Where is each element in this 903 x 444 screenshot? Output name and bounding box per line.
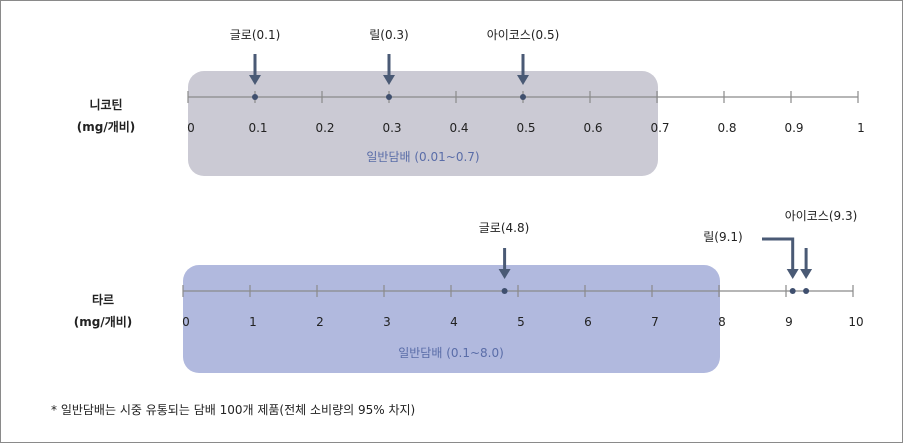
tar-point-label: 릴(9.1): [703, 230, 743, 244]
tar-tick-label: 0: [182, 315, 190, 329]
tar-tick-label: 6: [584, 315, 592, 329]
nicotine-arrow-head: [383, 75, 395, 85]
nicotine-tick-label: 0: [187, 121, 195, 135]
tar-tick-label: 10: [848, 315, 863, 329]
nicotine-point-label: 글로(0.1): [230, 28, 281, 42]
nicotine-tick-label: 0.1: [248, 121, 267, 135]
nicotine-data-point: [252, 94, 258, 100]
footnote: * 일반담배는 시중 유통되는 담배 100개 제품(전체 소비량의 95% 차…: [51, 403, 415, 417]
nicotine-range-label: 일반담배 (0.01~0.7): [366, 150, 479, 164]
tar-data-point: [501, 288, 508, 294]
tar-tick-label: 5: [517, 315, 525, 329]
tar-range-label: 일반담배 (0.1~8.0): [398, 346, 504, 360]
tar-tick-label: 2: [316, 315, 324, 329]
nicotine-row-label-line1: 니코틴: [89, 97, 122, 112]
tar-row-label-line2: (mg/개비): [74, 314, 133, 329]
nicotine-tick-label: 0.7: [650, 121, 669, 135]
tar-tick-label: 8: [718, 315, 726, 329]
tar-point-label: 아이코스(9.3): [785, 209, 858, 223]
tar-tick-label: 7: [651, 315, 659, 329]
nicotine-tick-label: 0.3: [382, 121, 401, 135]
nicotine-point-label: 릴(0.3): [369, 28, 409, 42]
tar-arrow-head: [498, 269, 511, 279]
tar-data-point: [789, 288, 796, 294]
tar-tick-label: 1: [249, 315, 257, 329]
nicotine-data-point: [386, 94, 392, 100]
nicotine-data-point: [520, 94, 526, 100]
nicotine-tick-label: 1: [857, 121, 865, 135]
nicotine-tick-label: 0.2: [315, 121, 334, 135]
tar-arrow-head: [800, 269, 813, 279]
tar-arrow-head: [786, 269, 799, 279]
nicotine-tick-label: 0.8: [717, 121, 736, 135]
tar-data-point: [803, 288, 810, 294]
tar-tick-label: 3: [383, 315, 391, 329]
nicotine-tick-label: 0.4: [449, 121, 468, 135]
nicotine-tick-label: 0.5: [516, 121, 535, 135]
tar-tick-label: 4: [450, 315, 458, 329]
tar-arrow-shaft: [762, 237, 795, 271]
tar-point-label: 글로(4.8): [479, 221, 530, 235]
tar-row-label-line1: 타르: [92, 292, 114, 307]
nicotine-tick-label: 0.6: [583, 121, 602, 135]
nicotine-tick-label: 0.9: [784, 121, 803, 135]
nicotine-arrow-head: [249, 75, 261, 85]
nicotine-arrow-head: [517, 75, 529, 85]
tar-tick-label: 9: [785, 315, 793, 329]
nicotine-point-label: 아이코스(0.5): [487, 28, 560, 42]
nicotine-row-label-line2: (mg/개비): [77, 119, 136, 134]
